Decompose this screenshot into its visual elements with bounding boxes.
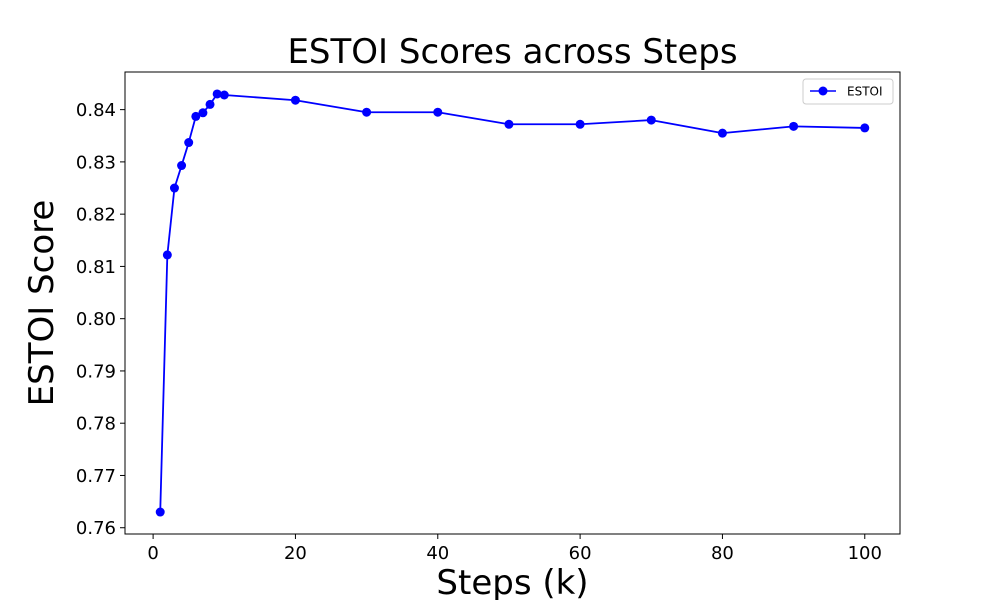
plot-background: [125, 72, 900, 534]
legend-label: ESTOI: [847, 85, 883, 99]
y-tick-label: 0.78: [76, 414, 116, 435]
data-point: [362, 107, 372, 117]
y-tick-label: 0.80: [76, 309, 116, 330]
data-point: [504, 119, 514, 129]
x-axis-label: Steps (k): [436, 563, 588, 600]
y-tick-label: 0.83: [76, 152, 116, 173]
y-axis-ticks: 0.76 0.77 0.78 0.79 0.80 0.81 0.82 0.83 0.84: [76, 100, 125, 539]
x-tick-label: 40: [426, 543, 449, 564]
x-tick-label: 80: [711, 543, 734, 564]
data-point: [212, 89, 222, 99]
data-point: [646, 115, 656, 125]
x-tick-label: 60: [569, 543, 592, 564]
y-tick-label: 0.82: [76, 205, 116, 226]
data-point: [184, 138, 194, 148]
data-point: [169, 183, 179, 193]
y-tick-label: 0.84: [76, 100, 116, 121]
y-tick-label: 0.81: [76, 257, 116, 278]
y-tick-label: 0.79: [76, 361, 116, 382]
data-point: [219, 90, 229, 100]
chart-title: ESTOI Scores across Steps: [287, 32, 737, 72]
legend-marker-sample: [818, 86, 828, 96]
plot-frame: [124, 71, 901, 535]
data-point: [575, 119, 585, 129]
data-point: [717, 128, 727, 138]
y-axis-label: ESTOI Score: [22, 200, 62, 407]
x-axis-ticks: 0 20 40 60 80 100: [147, 534, 882, 564]
x-tick-label: 20: [284, 543, 307, 564]
series-layer: [155, 89, 870, 517]
legend-box: [802, 78, 894, 105]
data-point: [155, 507, 165, 517]
y-tick-label: 0.77: [76, 466, 116, 487]
x-tick-label: 0: [147, 543, 158, 564]
y-tick-label: 0.76: [76, 518, 116, 539]
data-point: [191, 111, 201, 121]
legend: ESTOI: [802, 78, 894, 105]
data-point: [198, 108, 208, 118]
data-point: [789, 121, 799, 131]
data-point: [205, 99, 215, 109]
data-point: [433, 107, 443, 117]
data-point: [177, 161, 187, 171]
data-point: [860, 123, 870, 133]
x-tick-label: 100: [848, 543, 882, 564]
data-point: [162, 250, 172, 260]
data-point: [290, 95, 300, 105]
